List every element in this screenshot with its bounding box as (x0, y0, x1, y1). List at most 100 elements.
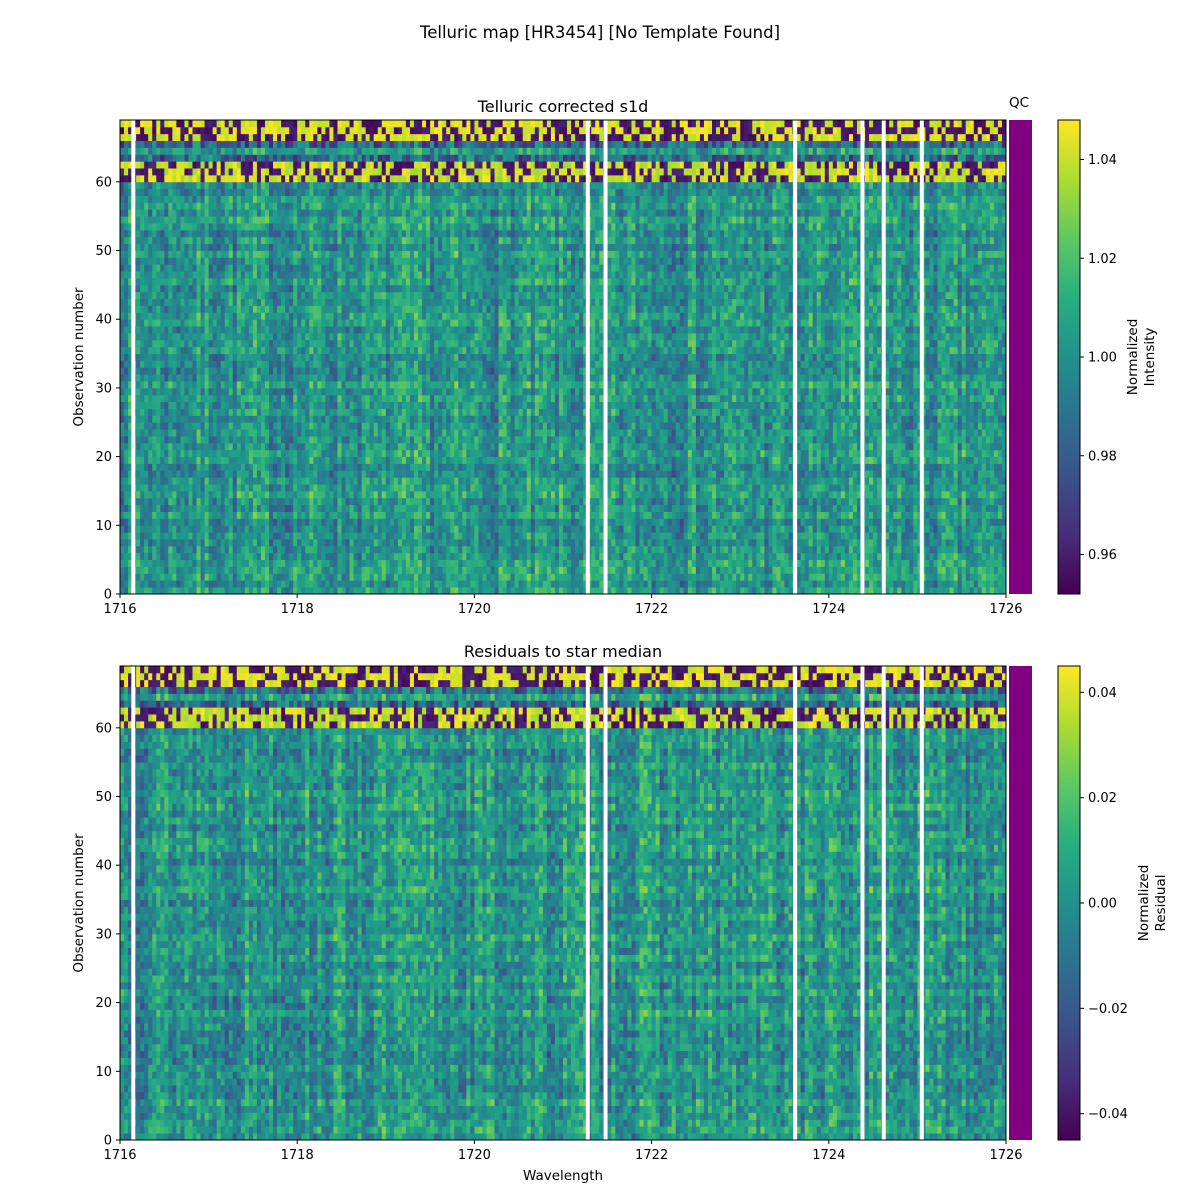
heatmap-cell (402, 525, 406, 532)
heatmap-cell (499, 532, 503, 539)
heatmap-cell (954, 443, 958, 450)
heatmap-cell (366, 512, 370, 519)
heatmap-cell (837, 498, 841, 505)
heatmap-cell (929, 546, 933, 553)
heatmap-cell (346, 560, 350, 567)
heatmap-cell (688, 477, 692, 484)
heatmap-cell (390, 450, 394, 457)
heatmap-cell (704, 512, 708, 519)
heatmap-cell (599, 573, 603, 580)
heatmap-cell (716, 443, 720, 450)
heatmap-cell (728, 539, 736, 546)
heatmap-cell (720, 525, 724, 532)
heatmap-cell (644, 539, 648, 546)
heatmap-cell (744, 580, 748, 587)
heatmap-cell (817, 525, 821, 532)
heatmap-cell (394, 567, 398, 574)
heatmap-cell (184, 512, 188, 519)
heatmap-cell (168, 450, 172, 457)
heatmap-cell (337, 450, 341, 457)
heatmap-cell (780, 450, 784, 457)
heatmap-cell (446, 443, 450, 450)
heatmap-cell (491, 567, 495, 574)
heatmap-cell (640, 463, 644, 470)
heatmap-cell (571, 525, 575, 532)
heatmap-cell (656, 477, 660, 484)
heatmap-cell (978, 532, 982, 539)
heatmap-cell (342, 518, 346, 525)
heatmap-cell (780, 539, 784, 546)
heatmap-cell (180, 518, 184, 525)
heatmap-cell (354, 567, 358, 574)
heatmap-cell (631, 553, 639, 560)
heatmap-cell (599, 450, 603, 457)
heatmap-cell (253, 484, 257, 491)
heatmap-cell (656, 553, 660, 560)
heatmap-cell (241, 546, 245, 553)
heatmap-cell (704, 525, 708, 532)
heatmap-cell (764, 532, 768, 539)
heatmap-cell (805, 498, 809, 505)
heatmap-cell (865, 470, 869, 477)
heatmap-cell (680, 498, 684, 505)
heatmap-cell (201, 443, 205, 450)
heatmap-cell (265, 553, 269, 560)
heatmap-cell (329, 470, 333, 477)
heatmap-cell (833, 477, 837, 484)
heatmap-cell (414, 525, 418, 532)
heatmap-cell (623, 463, 627, 470)
heatmap-cell (736, 532, 740, 539)
heatmap-cell (257, 580, 261, 587)
heatmap-cell (495, 553, 499, 560)
heatmap-cell (619, 457, 623, 464)
heatmap-cell (813, 463, 817, 470)
heatmap-cell (970, 450, 974, 457)
heatmap-cell (966, 518, 970, 525)
heatmap-cell (986, 463, 990, 470)
heatmap-cell (237, 539, 241, 546)
heatmap-cell (551, 457, 555, 464)
heatmap-cell (354, 443, 358, 450)
heatmap-cell (780, 573, 784, 580)
heatmap-cell (623, 580, 627, 587)
heatmap-cell (201, 525, 205, 532)
heatmap-cell (809, 587, 813, 594)
heatmap-cell (571, 450, 575, 457)
heatmap-cell (454, 491, 458, 498)
heatmap-cell (700, 450, 704, 457)
heatmap-cell (692, 518, 696, 525)
heatmap-cell (474, 450, 478, 457)
heatmap-cell (619, 518, 623, 525)
heatmap-cell (925, 518, 929, 525)
heatmap-cell (277, 443, 281, 450)
heatmap-cell (809, 532, 813, 539)
heatmap-cell (398, 560, 402, 567)
heatmap-cell (261, 546, 265, 553)
heatmap-cell (398, 573, 402, 580)
heatmap-cell (978, 457, 982, 464)
heatmap-cell (261, 580, 265, 587)
heatmap-cell (144, 443, 148, 450)
heatmap-cell (656, 573, 660, 580)
heatmap-cell (962, 553, 966, 560)
heatmap-cell (555, 546, 559, 553)
heatmap-cell (289, 567, 293, 574)
heatmap-cell (768, 580, 772, 587)
heatmap-cell (780, 512, 784, 519)
heatmap-cell (909, 518, 913, 525)
heatmap-cell (768, 539, 772, 546)
heatmap-cell (551, 532, 555, 539)
heatmap-cell (631, 532, 635, 539)
heatmap-cell (144, 525, 148, 532)
heatmap-cell (720, 484, 724, 491)
heatmap-cell (994, 470, 998, 477)
heatmap-cell (789, 532, 793, 539)
heatmap-cell (462, 491, 466, 498)
heatmap-cell (329, 477, 333, 484)
heatmap-cell (736, 498, 740, 505)
heatmap-cell (925, 470, 929, 477)
heatmap-cell (362, 484, 366, 491)
heatmap-cell (180, 484, 184, 491)
heatmap-cell (466, 539, 470, 546)
heatmap-cell (539, 477, 543, 484)
